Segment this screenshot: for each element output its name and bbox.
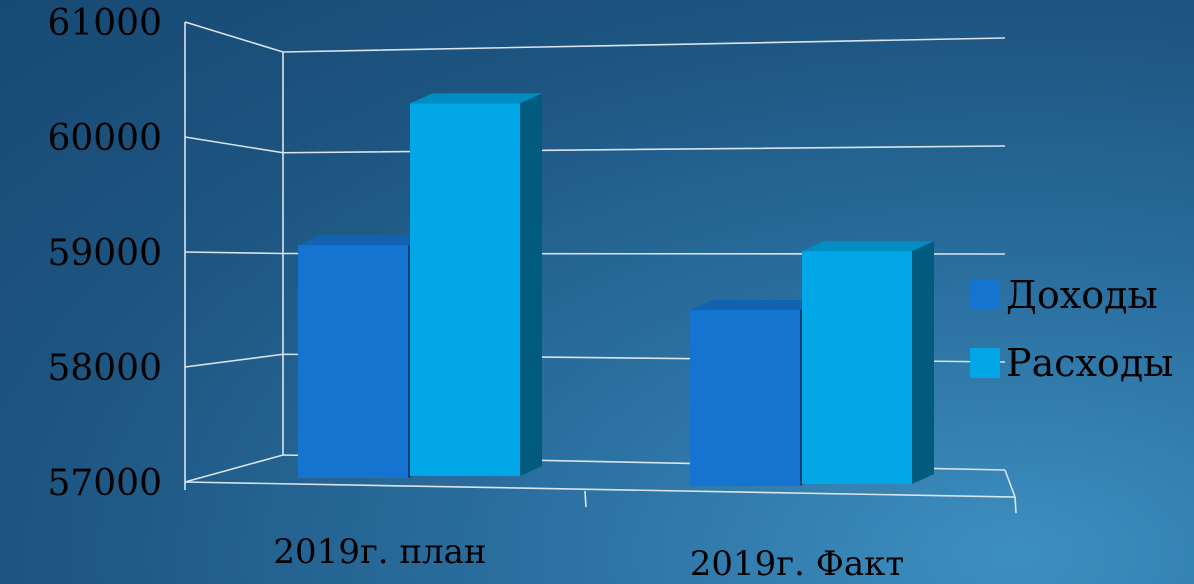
legend-swatch xyxy=(970,280,1000,310)
x-category-label: 2019г. план xyxy=(273,532,486,572)
y-tick-labels: 57000 58000 59000 60000 61000 xyxy=(47,3,162,504)
y-tick-label: 61000 xyxy=(47,3,162,44)
bar-front xyxy=(298,245,408,478)
bars xyxy=(298,93,934,486)
bar-front xyxy=(802,251,912,484)
bar-top xyxy=(410,93,542,104)
x-axis-tick xyxy=(584,490,587,508)
bar-front xyxy=(690,310,800,486)
y-tick-label: 57000 xyxy=(47,463,162,504)
axes xyxy=(184,22,1017,514)
y-tick-label: 60000 xyxy=(47,118,162,159)
x-category-labels: 2019г. план 2019г. Факт xyxy=(273,532,904,584)
y-tick-label: 58000 xyxy=(47,348,162,389)
bar-top xyxy=(802,241,934,252)
legend-label: Расходы xyxy=(1006,341,1173,385)
bar-front xyxy=(410,103,520,477)
bar xyxy=(802,241,934,484)
gridline xyxy=(184,21,1006,53)
bar-top xyxy=(690,300,822,311)
bar-top xyxy=(298,235,430,246)
legend-label: Доходы xyxy=(1006,273,1158,317)
x-category-label: 2019г. Факт xyxy=(690,544,905,584)
y-tick-label: 59000 xyxy=(47,233,162,274)
bar xyxy=(410,93,542,477)
x-axis-tick xyxy=(1014,496,1017,514)
legend: Доходы Расходы xyxy=(970,273,1173,385)
bar-side xyxy=(520,93,542,477)
gridline xyxy=(184,136,1006,154)
bar-side xyxy=(912,241,934,484)
legend-swatch xyxy=(970,348,1000,378)
